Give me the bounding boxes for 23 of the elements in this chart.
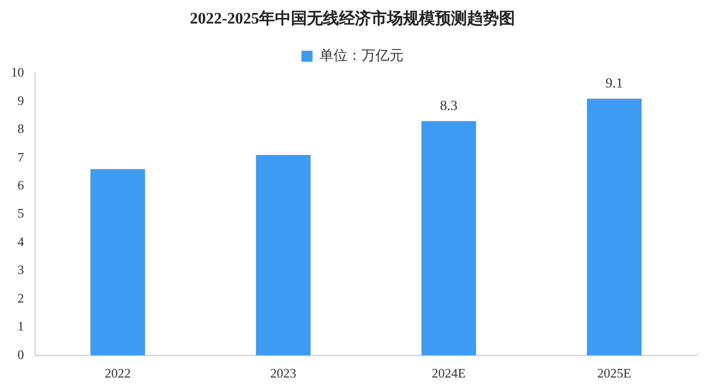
y-tick-label: 1 xyxy=(18,318,24,334)
y-tick-label: 5 xyxy=(18,206,24,221)
x-tick-label: 2022 xyxy=(104,366,131,381)
y-tick-label: 3 xyxy=(18,262,24,278)
chart-title: 2022-2025年中国无线经济市场规模预测趋势图 xyxy=(190,10,516,28)
y-tick-label: 7 xyxy=(18,149,24,164)
legend-label: 单位：万亿元 xyxy=(320,48,404,64)
y-tick-label: 2 xyxy=(18,290,24,306)
bar xyxy=(256,155,311,356)
x-tick-label: 2024E xyxy=(432,366,466,381)
bar xyxy=(421,121,476,356)
y-tick-label: 0 xyxy=(18,346,24,362)
y-tick-label: 10 xyxy=(11,64,24,80)
y-tick-label: 9 xyxy=(18,92,24,108)
y-tick-label: 6 xyxy=(18,178,24,192)
data-label: 9.1 xyxy=(606,76,623,92)
y-tick-label: 8 xyxy=(18,121,24,136)
x-tick-label: 2025E xyxy=(597,366,632,381)
bar xyxy=(586,98,642,356)
y-tick-label: 4 xyxy=(18,234,24,249)
data-label: 8.3 xyxy=(440,98,458,114)
x-tick-label: 2023 xyxy=(270,366,296,381)
bar xyxy=(90,169,146,356)
